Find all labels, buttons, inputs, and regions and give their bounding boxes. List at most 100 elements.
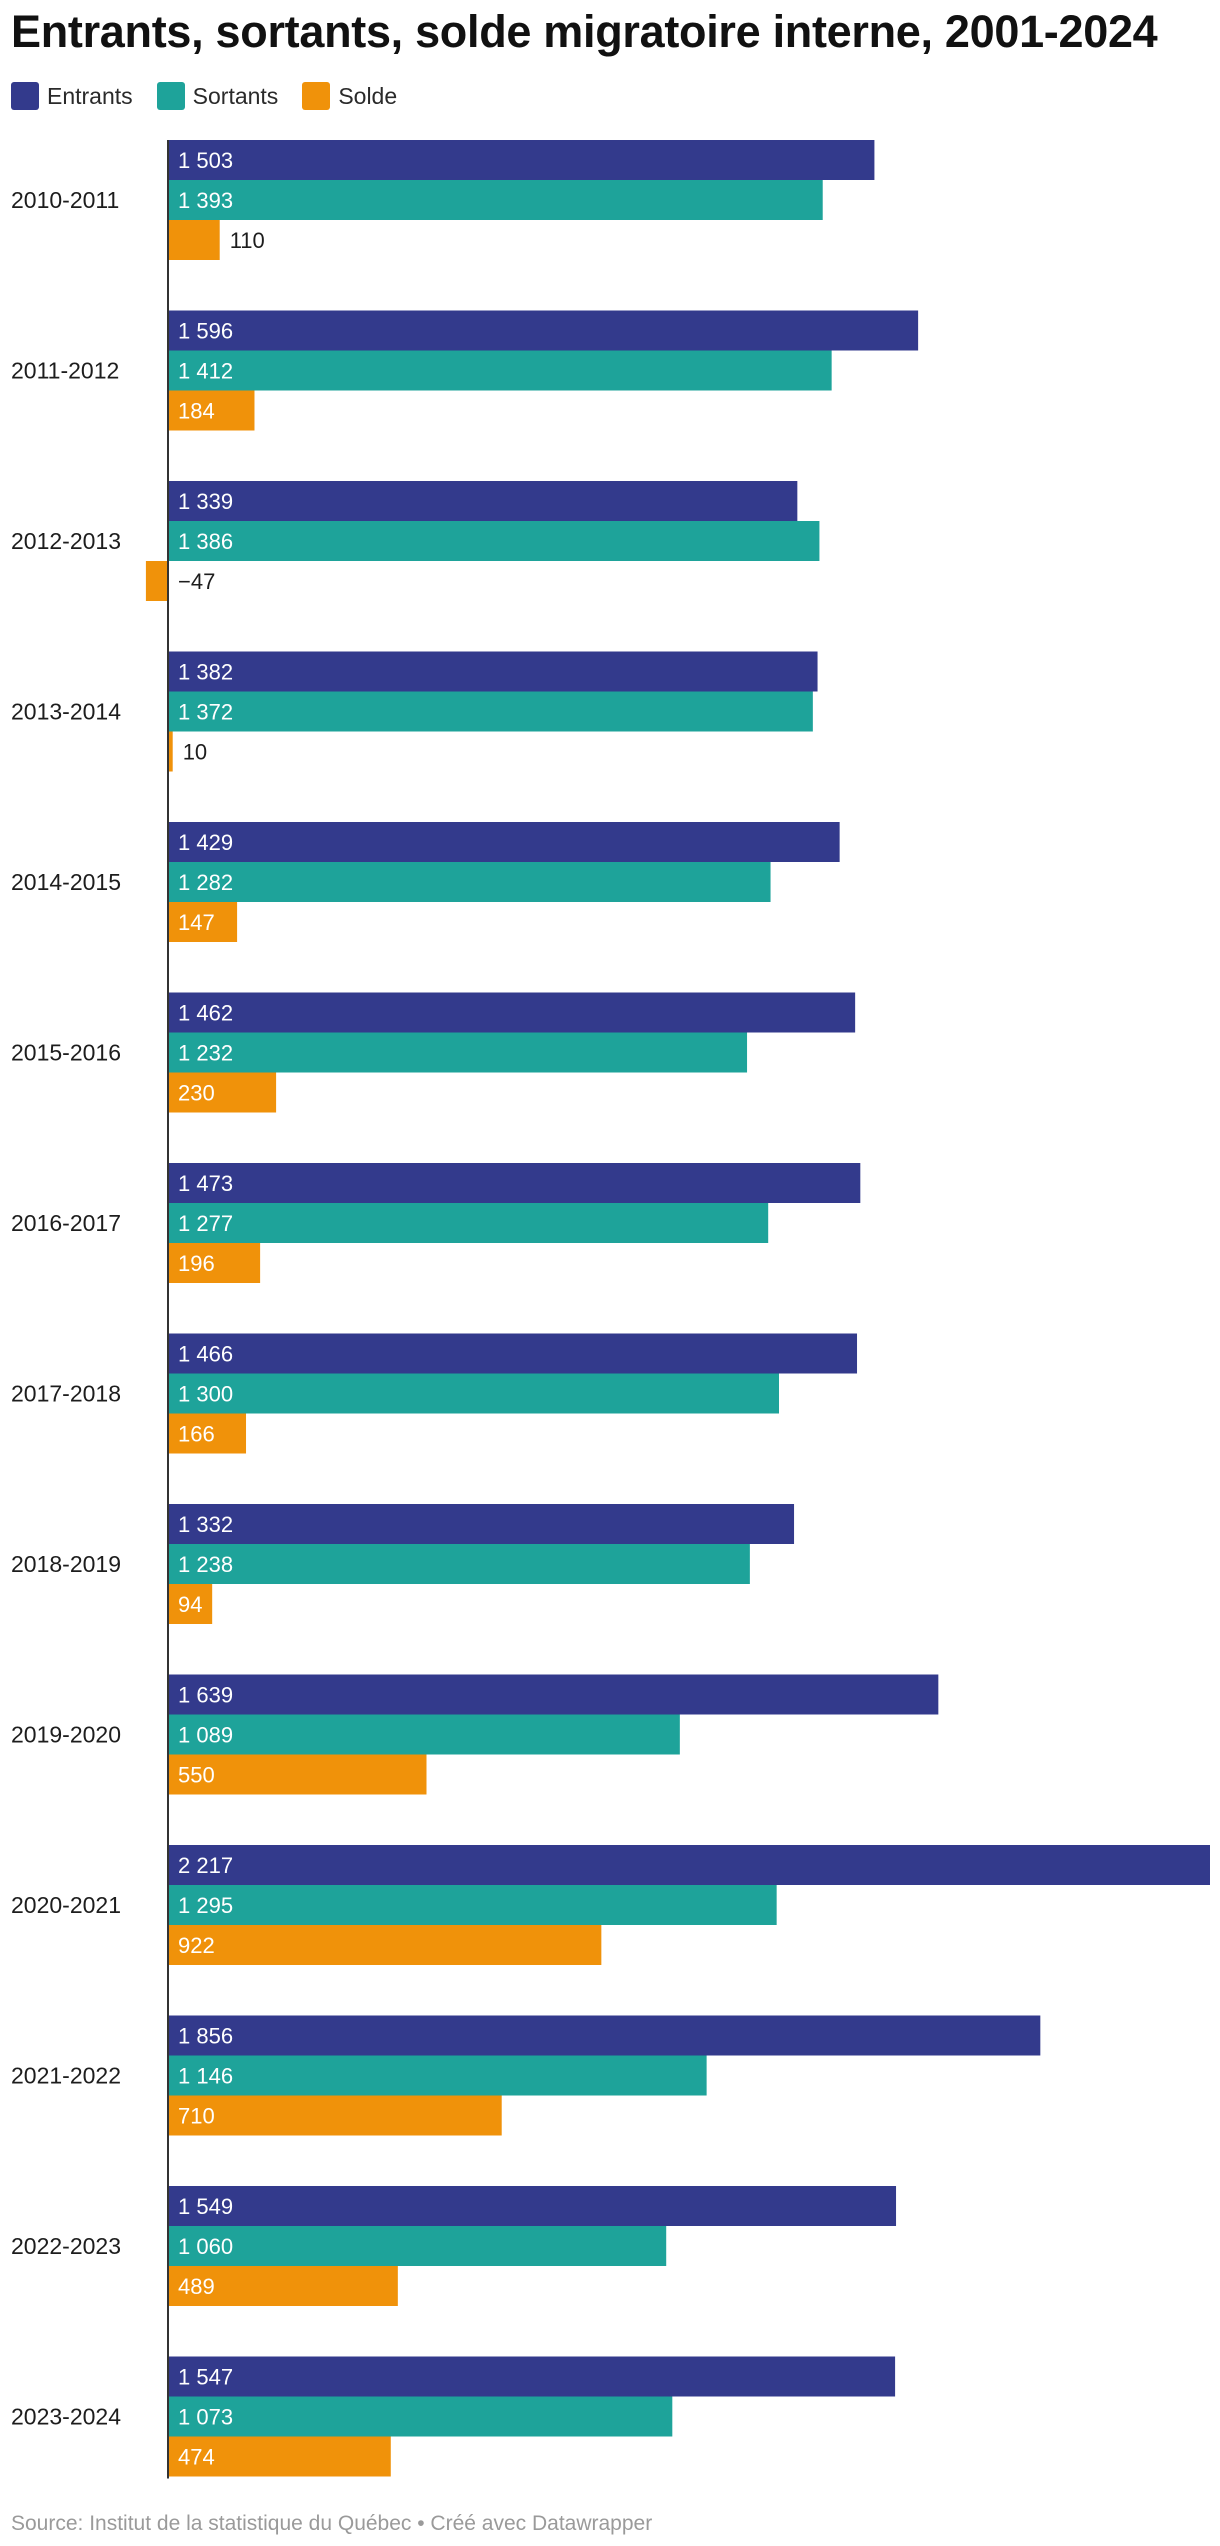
bar-value-label: 1 462 bbox=[178, 1001, 233, 1026]
category-label: 2010-2011 bbox=[11, 187, 119, 213]
bar-value-label: 1 332 bbox=[178, 1512, 233, 1537]
bar-solde bbox=[168, 2095, 502, 2136]
bar-solde bbox=[168, 220, 220, 260]
bar-sortants bbox=[168, 1544, 750, 1584]
bar-value-label: 1 856 bbox=[178, 2024, 233, 2049]
bar-value-label: 710 bbox=[178, 2104, 215, 2129]
chart-title: Entrants, sortants, solde migratoire int… bbox=[11, 6, 1158, 57]
bar-value-label: 550 bbox=[178, 1763, 215, 1788]
category-label: 2017-2018 bbox=[11, 1381, 121, 1407]
bar-sortants bbox=[168, 1032, 748, 1073]
chart-legend: Entrants Sortants Solde bbox=[11, 82, 421, 110]
category-label: 2012-2013 bbox=[11, 528, 121, 554]
category-label: 2021-2022 bbox=[11, 2063, 121, 2089]
chart-footer: Source: Institut de la statistique du Qu… bbox=[11, 2512, 653, 2535]
bar-entrants bbox=[168, 1674, 939, 1715]
bar-value-label: 94 bbox=[178, 1592, 202, 1617]
bar-solde bbox=[168, 1754, 427, 1795]
bar-value-label: −47 bbox=[178, 569, 215, 594]
bar-entrants bbox=[168, 992, 856, 1033]
bar-sortants bbox=[168, 1203, 769, 1243]
bar-solde bbox=[168, 390, 255, 431]
bar-sortants bbox=[168, 2226, 667, 2266]
bar-value-label: 166 bbox=[178, 1422, 215, 1447]
bar-value-label: 1 060 bbox=[178, 2234, 233, 2259]
bar-value-label: 1 295 bbox=[178, 1893, 233, 1918]
category-label: 2022-2023 bbox=[11, 2233, 121, 2259]
bar-value-label: 1 466 bbox=[178, 1342, 233, 1367]
bar-entrants bbox=[168, 651, 818, 692]
category-label: 2013-2014 bbox=[11, 699, 121, 725]
bar-entrants bbox=[168, 1504, 795, 1544]
bar-value-label: 10 bbox=[183, 740, 207, 765]
bar-value-label: 2 217 bbox=[178, 1853, 233, 1878]
bar-value-label: 184 bbox=[178, 399, 215, 424]
bar-value-label: 474 bbox=[178, 2445, 215, 2470]
bar-value-label: 1 089 bbox=[178, 1723, 233, 1748]
bar-value-label: 147 bbox=[178, 910, 215, 935]
bar-value-label: 1 473 bbox=[178, 1171, 233, 1196]
bar-entrants bbox=[168, 822, 840, 862]
bar-value-label: 489 bbox=[178, 2274, 215, 2299]
bar-value-label: 196 bbox=[178, 1251, 215, 1276]
bar-sortants bbox=[168, 1885, 777, 1925]
bar-entrants bbox=[168, 481, 798, 521]
bar-entrants bbox=[168, 140, 875, 180]
bar-value-label: 1 282 bbox=[178, 870, 233, 895]
bar-value-label: 1 277 bbox=[178, 1211, 233, 1236]
bar-value-label: 1 382 bbox=[178, 660, 233, 685]
bar-value-label: 1 339 bbox=[178, 489, 233, 514]
bar-value-label: 1 639 bbox=[178, 1683, 233, 1708]
bar-solde bbox=[168, 1584, 213, 1624]
bar-solde bbox=[168, 1925, 602, 1965]
bar-sortants bbox=[168, 691, 813, 732]
bar-sortants bbox=[168, 1373, 780, 1414]
bar-entrants bbox=[168, 2356, 896, 2397]
category-label: 2018-2019 bbox=[11, 1551, 121, 1577]
bar-entrants bbox=[168, 1163, 861, 1203]
category-label: 2019-2020 bbox=[11, 1722, 121, 1748]
bar-value-label: 230 bbox=[178, 1081, 215, 1106]
bar-sortants bbox=[168, 1714, 680, 1755]
legend-label-entrants: Entrants bbox=[47, 82, 133, 109]
bar-value-label: 922 bbox=[178, 1933, 215, 1958]
bar-sortants bbox=[168, 862, 771, 902]
legend-item-sortants: Sortants bbox=[156, 82, 279, 110]
category-label: 2014-2015 bbox=[11, 869, 121, 895]
legend-label-sortants: Sortants bbox=[192, 82, 279, 109]
bar-value-label: 1 386 bbox=[178, 529, 233, 554]
bar-solde bbox=[145, 561, 168, 601]
category-label: 2011-2012 bbox=[11, 358, 119, 384]
bar-value-label: 1 393 bbox=[178, 188, 233, 213]
bar-value-label: 1 372 bbox=[178, 700, 233, 725]
bar-solde bbox=[168, 1072, 277, 1113]
bar-value-label: 110 bbox=[230, 228, 265, 253]
category-label: 2016-2017 bbox=[11, 1210, 121, 1236]
bar-value-label: 1 232 bbox=[178, 1041, 233, 1066]
bar-sortants bbox=[168, 350, 832, 391]
category-label: 2015-2016 bbox=[11, 1040, 121, 1066]
bar-sortants bbox=[168, 521, 820, 561]
bar-sortants bbox=[168, 180, 823, 220]
bar-entrants bbox=[168, 1333, 858, 1374]
bar-sortants bbox=[168, 2055, 707, 2096]
bar-value-label: 1 412 bbox=[178, 359, 233, 384]
bar-entrants bbox=[168, 1845, 1210, 1885]
bar-solde bbox=[168, 2266, 398, 2306]
bar-value-label: 1 429 bbox=[178, 830, 233, 855]
bar-value-label: 1 503 bbox=[178, 148, 233, 173]
bar-solde bbox=[168, 1243, 261, 1283]
legend-label-solde: Solde bbox=[338, 82, 398, 109]
bar-entrants bbox=[168, 2186, 897, 2226]
category-label: 2020-2021 bbox=[11, 1892, 121, 1918]
bar-sortants bbox=[168, 2396, 673, 2437]
legend-swatch-sortants bbox=[156, 82, 185, 110]
bar-value-label: 1 073 bbox=[178, 2405, 233, 2430]
legend-swatch-solde bbox=[302, 82, 331, 110]
bar-value-label: 1 596 bbox=[178, 319, 233, 344]
bar-entrants bbox=[168, 310, 919, 351]
bar-entrants bbox=[168, 2015, 1041, 2056]
category-label: 2023-2024 bbox=[11, 2404, 121, 2430]
legend-item-entrants: Entrants bbox=[11, 82, 133, 110]
